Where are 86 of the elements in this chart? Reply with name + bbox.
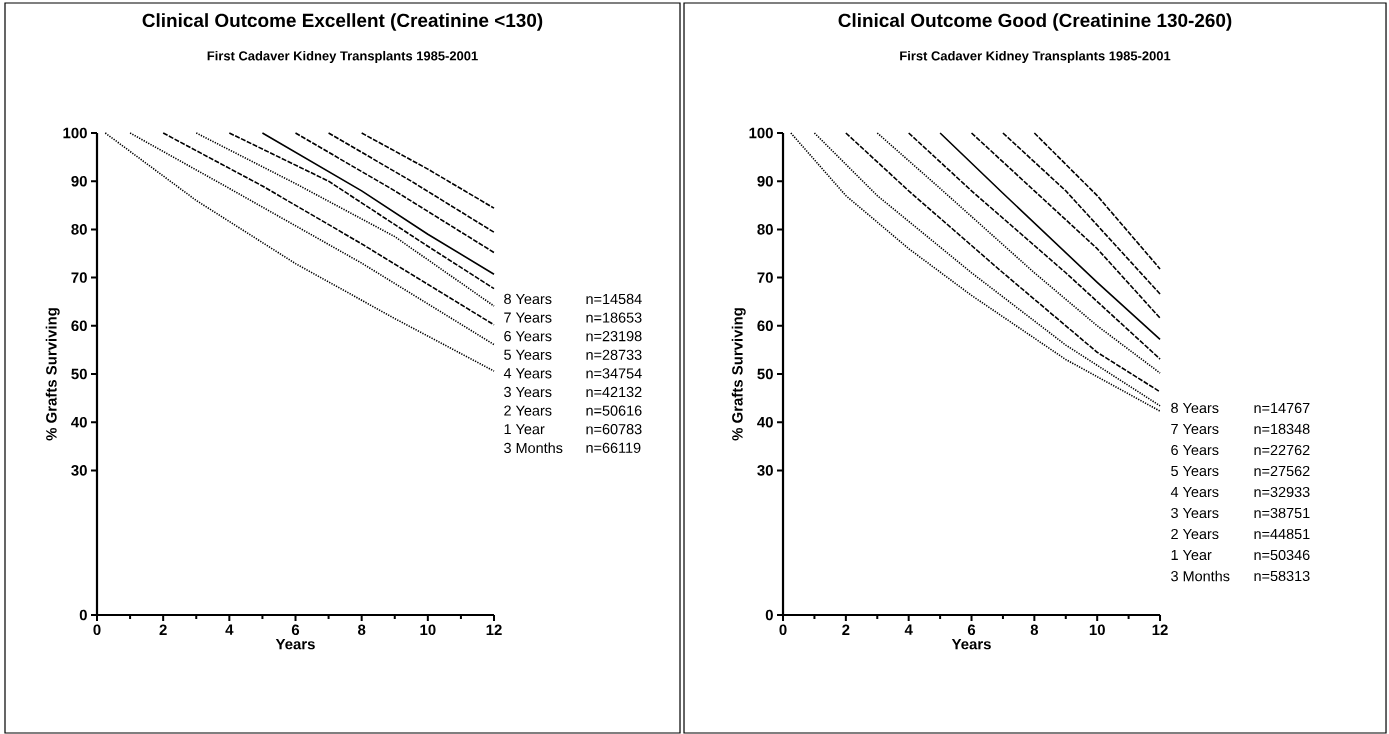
y-tick-label: 90 [71,175,87,187]
text: n=38751 [1254,507,1310,519]
y-tick-label: 70 [71,272,87,283]
y-axis-title: % Grafts Surviving [45,308,60,441]
chart-title: Clinical Outcome Excellent (Creatinine <130) [142,13,543,31]
chart-subtitle: First Cadaver Kidney Transplants 1985-2001 [207,50,478,64]
text: 6 Years [1171,444,1219,456]
text: 7 Years [1171,423,1219,435]
text: n=44851 [1254,528,1310,540]
text: 5 Years [504,349,552,360]
text: 6 Years [504,331,552,342]
y-tick-label: 90 [757,175,773,187]
x-tick-label: 2 [159,624,167,635]
line-series [129,132,495,346]
line-series [195,132,495,307]
line-series [907,132,1161,360]
x-tick-label: 12 [1152,624,1168,635]
text: 1 Year [504,424,545,435]
text: n=60783 [586,424,642,435]
y-tick-label: 40 [757,416,773,428]
y-tick-label: 80 [71,224,87,235]
y-tick-label: 50 [71,368,87,380]
y-tick-label: 60 [757,320,773,332]
text: n=58313 [1254,570,1310,582]
x-tick-label: 0 [93,624,101,636]
x-tick-label: 0 [779,624,787,636]
text: 1 Year [1171,549,1212,561]
text: 2 Years [504,405,552,416]
chart-title: Clinical Outcome Good (Creatinine 130-260) [838,13,1232,31]
line-series [261,132,495,276]
text: 8 Years [1171,402,1219,414]
y-tick-label: 100 [63,127,87,139]
y-tick-label: 80 [757,224,773,235]
x-tick-label: 6 [291,624,300,636]
x-axis-title: Years [275,638,315,650]
line-series [970,132,1161,319]
y-tick-label: 60 [71,320,87,332]
x-tick-label: 4 [225,624,234,635]
text: 3 Months [504,442,563,454]
chart-subtitle: First Cadaver Kidney Transplants 1985-2001 [900,50,1171,64]
y-tick-label: 30 [71,465,87,476]
text: n=22762 [1254,444,1310,456]
text: 8 Years [504,293,552,305]
text: n=50346 [1254,549,1310,561]
text: n=23198 [586,331,642,342]
y-tick-label: 0 [765,609,773,621]
text: 7 Years [504,312,552,323]
y-tick-label: 100 [749,127,773,139]
y-tick-label: 70 [757,272,773,283]
text: n=42132 [586,386,642,398]
y-axis-title: % Grafts Surviving [731,308,746,441]
y-tick-label: 40 [71,416,87,428]
y-tick-label: 50 [757,368,773,380]
text: 3 Months [1171,570,1230,582]
text: n=28733 [586,349,642,360]
line-series [228,132,495,290]
y-tick-label: 30 [757,465,773,476]
text: n=27562 [1254,465,1310,477]
x-tick-label: 10 [420,624,436,636]
x-axis-title: Years [951,638,991,650]
text: n=66119 [586,442,641,453]
text: 5 Years [1171,465,1219,477]
line-series [162,132,495,326]
x-tick-label: 4 [904,624,913,635]
x-tick-label: 6 [967,624,976,636]
text: n=34754 [586,368,642,379]
text: n=14584 [586,293,642,305]
text: 4 Years [1170,486,1219,498]
line-series [939,132,1161,341]
line-series [104,132,495,372]
y-tick-label: 0 [79,609,87,621]
x-tick-label: 2 [842,624,850,635]
text: n=32933 [1254,486,1310,498]
text: n=14767 [1254,402,1310,414]
text: 3 Years [504,386,552,398]
text: n=50616 [586,405,642,416]
x-tick-label: 8 [1030,624,1039,636]
text: n=18348 [1254,423,1310,435]
x-tick-label: 8 [357,624,366,636]
x-tick-label: 12 [486,624,502,635]
x-tick-label: 10 [1089,624,1105,636]
line-series [876,132,1161,374]
text: 3 Years [1171,507,1219,519]
text: n=18653 [586,312,642,323]
text: 2 Years [1171,528,1219,540]
text: 4 Years [503,368,552,379]
